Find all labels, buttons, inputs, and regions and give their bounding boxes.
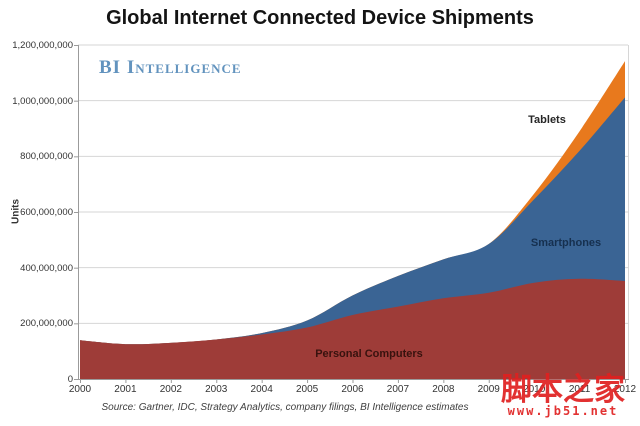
y-axis-title: Units	[10, 199, 22, 224]
watermark-url: www.jb51.net	[507, 404, 619, 418]
bi-intelligence-logo: BI Intelligence	[99, 57, 242, 78]
watermark: 脚本之家 www.jb51.net	[488, 372, 638, 418]
source-note: Source: Gartner, IDC, Strategy Analytics…	[101, 402, 469, 413]
series-label-tablets: Tablets	[528, 114, 566, 126]
chart-title: Global Internet Connected Device Shipmen…	[106, 7, 534, 29]
series-label-smartphones: Smartphones	[530, 237, 602, 249]
watermark-site-name: 脚本之家	[501, 372, 625, 407]
area-personal-computers	[80, 278, 625, 379]
series-label-personal-computers: Personal Computers	[315, 348, 423, 360]
